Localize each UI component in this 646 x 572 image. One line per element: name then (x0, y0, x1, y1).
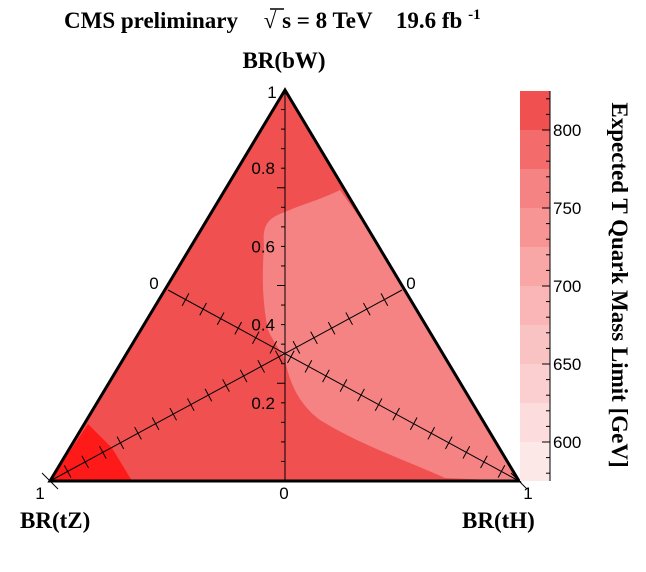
colorbar-band (520, 403, 550, 442)
title-sqrt-symbol: √ (264, 8, 277, 33)
diagonal-left-tick (357, 388, 365, 402)
colorbar-tick-label: 800 (553, 121, 581, 140)
colorbar-band (520, 130, 550, 169)
corner-tick-bottom-right (510, 472, 528, 490)
tick-label-right-zero: 0 (406, 274, 415, 293)
diagonal-left-tick (480, 455, 488, 469)
colorbar-tick-label: 650 (553, 355, 581, 374)
diagonal-left-tick (445, 436, 453, 450)
tick-label-top-one: 1 (267, 83, 276, 102)
diagonal-right-tick (363, 302, 371, 316)
diagonal-left-tick (409, 417, 418, 431)
diagonal-left-tick (181, 293, 190, 306)
colorbar-band (520, 325, 550, 364)
diagonal-right-tick (345, 312, 353, 326)
diagonal-left-tick (234, 321, 242, 335)
chart-title: CMS preliminary √ s = 8 TeV 19.6 fb -1 (64, 7, 481, 33)
title-energy: s = 8 TeV (282, 8, 373, 33)
colorbar-tick-label: 700 (553, 277, 581, 296)
colorbar-band (520, 286, 550, 325)
colorbar-tick-label: 600 (553, 433, 581, 452)
colorbar-band (520, 91, 550, 130)
triangle-frame (47, 87, 522, 483)
diagonal-right-tick (275, 350, 283, 364)
diagonal-left-tick (216, 312, 225, 326)
colorbar-tick-label: 750 (553, 199, 581, 218)
region-th-dominated (262, 190, 519, 481)
tick-label-bottom-right-one: 1 (523, 484, 532, 503)
title-experiment: CMS preliminary (64, 8, 238, 33)
diagonal-right-tick (239, 369, 248, 383)
diagonal-right-tick (81, 455, 89, 469)
vertical-ticks (277, 109, 285, 462)
colorbar-band (520, 169, 550, 208)
diagonal-left-tick (462, 445, 471, 459)
diagonal-right-tick (134, 426, 142, 440)
colorbar-band (520, 247, 550, 286)
diagonal-left-tick (339, 379, 348, 392)
colorbar-band (520, 442, 550, 481)
diagonal-right-tick (222, 379, 230, 392)
diagonal-left-tick (251, 331, 260, 345)
diagonal-ticks (63, 293, 506, 478)
colorbar-band (520, 364, 550, 403)
diagonal-right-tick (99, 445, 107, 459)
diagonal-right-tick (310, 331, 318, 345)
top-axis-label: BR(bW) (242, 48, 325, 73)
diagonal-right-tick (169, 407, 177, 421)
diagonal-left-tick (392, 407, 400, 421)
diagonal-right-tick (257, 360, 265, 373)
diagonal-right-tick (63, 465, 72, 478)
colorbar-z-label: Expected T Quark Mass Limit [GeV] (607, 102, 632, 467)
vertical-tick-label: 0.6 (251, 237, 275, 256)
tick-label-bottom-left-one: 1 (35, 484, 44, 503)
bottom-left-axis-label: BR(tZ) (20, 508, 90, 533)
colorbar (520, 91, 550, 481)
diagonal-left-tick (304, 360, 313, 373)
diagonal-right-tick (380, 293, 389, 306)
diagonal-left-tick (374, 398, 383, 411)
diagonal-left-tick (199, 302, 207, 316)
bottom-right-axis-label: BR(tH) (462, 508, 535, 533)
colorbar-axis: 600 650 700 750 800 (542, 91, 581, 481)
diagonal-left-tick (427, 426, 436, 440)
diagonal-right-tick (327, 321, 336, 335)
diagonal-left-tick (497, 465, 506, 478)
diagonal-left-tick (269, 340, 278, 354)
corner-tick-bottom-left (41, 472, 59, 490)
title-lumi-exponent: -1 (468, 7, 481, 23)
region-tz-corner (50, 424, 132, 481)
title-lumi: 19.6 fb (396, 8, 462, 33)
vertical-tick-labels: 0.2 0.4 0.6 0.8 (251, 159, 275, 413)
tick-label-left-zero: 0 (149, 274, 158, 293)
tick-label-bottom-center-zero: 0 (279, 484, 288, 503)
vertical-tick-label: 0.4 (251, 316, 275, 335)
vertical-tick-label: 0.2 (251, 394, 275, 413)
diagonal-left-tick (322, 369, 330, 383)
diagonal-right-tick (116, 436, 125, 450)
colorbar-band (520, 208, 550, 247)
diagonal-right-tick (204, 388, 213, 402)
diagonal-right-tick (292, 340, 301, 354)
vertical-tick-label: 0.8 (251, 159, 275, 178)
diagonal-left-tick (287, 350, 295, 364)
diagonal-right-tick (187, 398, 195, 411)
diagonal-right-tick (151, 417, 160, 431)
